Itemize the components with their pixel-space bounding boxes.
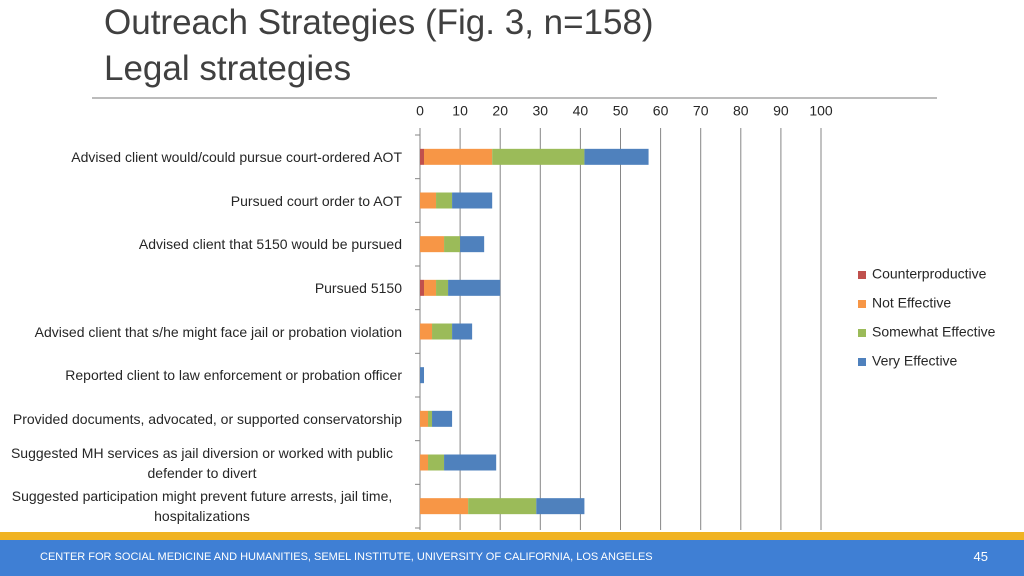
x-tick-label: 0: [416, 103, 424, 119]
bar-segment: [452, 323, 473, 340]
page-number: 45: [973, 549, 988, 564]
bar-segment: [436, 192, 453, 209]
legend-label: Very Effective: [872, 353, 958, 369]
legend-swatch: [858, 300, 866, 308]
legend-label: Counterproductive: [872, 266, 987, 282]
bar-segment: [448, 279, 501, 296]
y-tick-label: Suggested MH services as jail diversion …: [10, 444, 394, 481]
y-tick-label: Pursued court order to AOT: [230, 192, 402, 209]
x-tick-label: 100: [809, 103, 833, 119]
y-tick-label: Provided documents, advocated, or suppor…: [12, 410, 402, 427]
bar-segment: [420, 454, 429, 471]
bar-segment: [436, 279, 449, 296]
bar-segment: [460, 236, 485, 253]
legend-label: Not Effective: [872, 295, 951, 311]
bar-segment: [420, 323, 433, 340]
bar-segment: [420, 367, 425, 384]
legend-swatch: [858, 329, 866, 337]
footer-bar: [0, 540, 1024, 576]
x-tick-label: 70: [693, 103, 709, 119]
legend-label: Somewhat Effective: [872, 324, 996, 340]
bar-segment: [420, 279, 425, 296]
bar-segment: [420, 498, 469, 515]
bar-segment: [584, 148, 649, 165]
bar-segment: [428, 410, 433, 427]
bar-segment: [432, 410, 453, 427]
x-tick-label: 50: [613, 103, 629, 119]
y-tick-label: Suggested participation might prevent fu…: [11, 488, 393, 525]
footer-text: CENTER FOR SOCIAL MEDICINE AND HUMANITIE…: [40, 551, 653, 563]
bar-segment: [424, 279, 437, 296]
bar-segment: [420, 192, 437, 209]
bar-segment: [444, 454, 497, 471]
y-tick-label: Advised client that s/he might face jail…: [34, 323, 402, 340]
x-tick-label: 40: [573, 103, 589, 119]
bar-segment: [428, 454, 445, 471]
y-tick-label: Pursued 5150: [314, 279, 402, 296]
subtitle-line: Legal strategies: [104, 49, 352, 88]
footer-stripe: [0, 532, 1024, 540]
title-line: Outreach Strategies (Fig. 3, n=158): [104, 3, 654, 42]
bar-segment: [420, 236, 445, 253]
bar-segment: [468, 498, 537, 515]
bar-segment: [420, 410, 429, 427]
x-tick-label: 90: [773, 103, 789, 119]
x-tick-label: 30: [533, 103, 549, 119]
chart-title: Outreach Strategies (Fig. 3, n=158) Lega…: [104, 0, 654, 92]
bar-segment: [444, 236, 461, 253]
x-tick-label: 60: [653, 103, 669, 119]
bar-segment: [432, 323, 453, 340]
x-tick-label: 10: [452, 103, 468, 119]
x-tick-label: 80: [733, 103, 749, 119]
legend-swatch: [858, 358, 866, 366]
x-tick-label: 20: [492, 103, 508, 119]
y-tick-label: Advised client that 5150 would be pursue…: [138, 236, 402, 253]
bar-segment: [492, 148, 585, 165]
y-tick-label: Reported client to law enforcement or pr…: [65, 367, 402, 384]
bar-segment: [420, 148, 425, 165]
bar-segment: [536, 498, 585, 515]
y-tick-label: Advised client would/could pursue court-…: [71, 148, 402, 165]
bar-segment: [452, 192, 493, 209]
bar-segment: [424, 148, 493, 165]
legend-swatch: [858, 271, 866, 279]
